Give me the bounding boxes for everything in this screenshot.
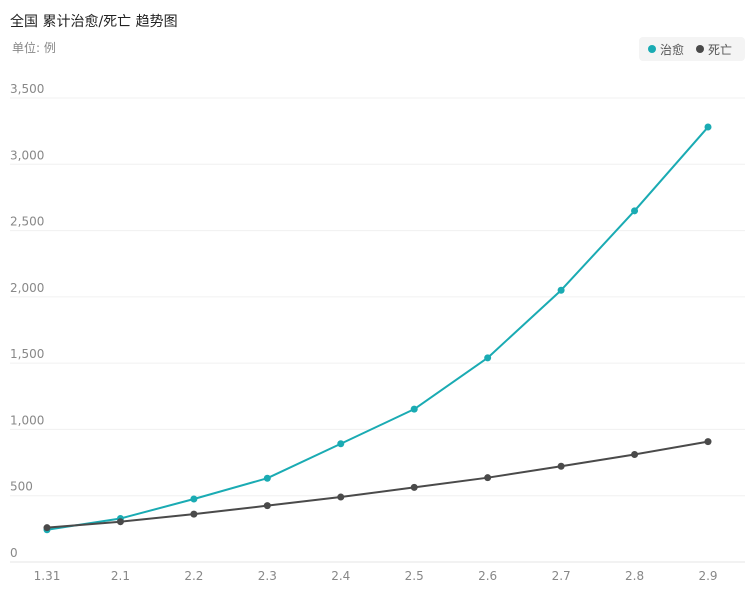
data-point xyxy=(410,405,418,413)
unit-label: 单位: 例 xyxy=(12,41,56,55)
data-point xyxy=(484,354,492,362)
data-point xyxy=(263,474,271,482)
x-tick-label: 2.3 xyxy=(258,569,277,583)
y-tick-label: 2,000 xyxy=(10,281,44,295)
data-point xyxy=(631,450,639,458)
data-point xyxy=(557,286,565,294)
data-point xyxy=(337,493,345,501)
data-point xyxy=(116,518,124,526)
data-point xyxy=(704,123,712,131)
data-point xyxy=(557,462,565,470)
series-line-0 xyxy=(46,126,709,531)
data-point xyxy=(263,502,271,510)
x-tick-label: 1.31 xyxy=(34,569,61,583)
y-tick-label: 3,000 xyxy=(10,148,44,162)
legend-marker-deaths xyxy=(696,45,705,53)
y-tick-label: 1,500 xyxy=(10,347,44,361)
y-tick-label: 3,500 xyxy=(10,82,44,96)
legend-item-deaths[interactable]: 死亡 xyxy=(696,41,732,58)
y-tick-label: 2,500 xyxy=(10,215,44,229)
data-point xyxy=(484,474,492,482)
y-tick-label: 500 xyxy=(10,480,33,494)
data-point xyxy=(704,438,712,446)
data-point xyxy=(190,495,198,503)
series-line-1 xyxy=(46,440,709,529)
legend-marker-cured xyxy=(648,45,656,53)
y-tick-label: 0 xyxy=(10,546,18,560)
data-point xyxy=(43,524,51,532)
legend: 治愈 死亡 xyxy=(639,37,745,61)
x-tick-label: 2.1 xyxy=(111,569,130,583)
x-tick-label: 2.4 xyxy=(331,569,350,583)
legend-label-cured: 治愈 xyxy=(660,42,685,57)
x-tick-label: 2.9 xyxy=(698,569,717,583)
x-tick-label: 2.8 xyxy=(625,569,644,583)
data-point xyxy=(337,440,345,448)
x-tick-label: 2.5 xyxy=(405,569,424,583)
legend-label-deaths: 死亡 xyxy=(708,42,733,57)
x-tick-label: 2.7 xyxy=(552,569,571,583)
x-tick-label: 2.2 xyxy=(184,569,203,583)
data-point xyxy=(410,483,418,491)
y-tick-label: 1,000 xyxy=(10,413,44,427)
data-point xyxy=(190,510,198,518)
data-point xyxy=(631,207,639,215)
legend-item-cured[interactable]: 治愈 xyxy=(648,41,684,58)
x-tick-label: 2.6 xyxy=(478,569,497,583)
chart-title: 全国 累计治愈/死亡 趋势图 xyxy=(10,14,178,30)
